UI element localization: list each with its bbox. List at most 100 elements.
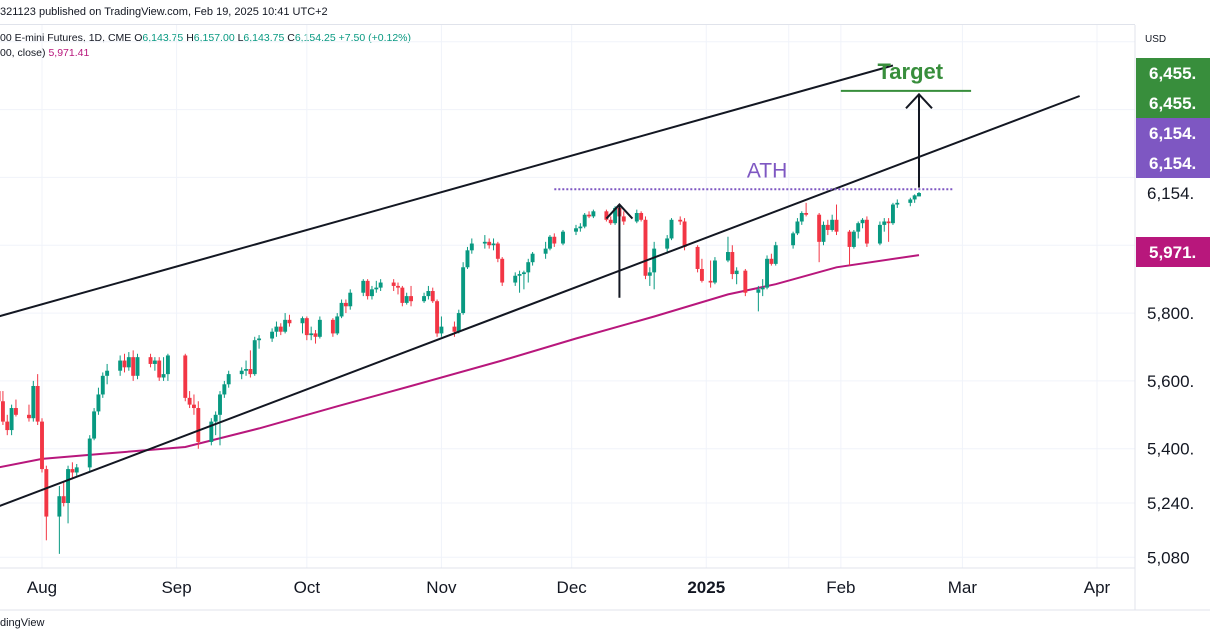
candle xyxy=(530,252,535,266)
candle-body xyxy=(765,258,769,288)
candle-body xyxy=(543,248,548,254)
candle-body xyxy=(647,272,652,276)
candle-body xyxy=(0,391,1,402)
candle xyxy=(526,258,531,283)
candle-body xyxy=(430,291,435,302)
candle-body xyxy=(343,302,348,307)
candle xyxy=(799,211,804,225)
candle-body xyxy=(552,236,557,244)
candle-body xyxy=(799,213,804,222)
candle-body xyxy=(756,289,761,293)
candle-body xyxy=(422,296,427,302)
ath-label: ATH xyxy=(747,159,787,182)
open-label: O xyxy=(134,32,143,44)
candle-body xyxy=(9,408,14,431)
candle-body xyxy=(860,219,865,224)
channel-lower-line[interactable] xyxy=(0,95,1080,507)
candle-body xyxy=(695,246,700,269)
candle-body xyxy=(726,252,730,261)
candle-body xyxy=(365,280,370,297)
candle-body xyxy=(348,292,353,307)
candle xyxy=(439,316,444,337)
candle-body xyxy=(587,214,591,217)
candle-body xyxy=(244,369,249,371)
candle xyxy=(765,255,769,290)
candle-body xyxy=(521,272,526,275)
candle xyxy=(348,289,353,310)
candle xyxy=(40,418,44,473)
candle xyxy=(517,270,522,293)
candle-body xyxy=(882,221,887,225)
candle-body xyxy=(530,253,535,263)
candle-body xyxy=(682,221,687,247)
candle xyxy=(304,316,309,341)
candle-body xyxy=(74,467,79,473)
candle-body xyxy=(70,469,75,473)
candle-body xyxy=(313,333,318,337)
candle-body xyxy=(218,394,222,415)
trend-channel[interactable] xyxy=(0,64,1080,507)
currency-label: USD xyxy=(1145,34,1166,45)
time-tick-label: Aug xyxy=(27,578,57,597)
candle-body xyxy=(561,231,565,244)
candle xyxy=(495,241,500,263)
price-badge-bg xyxy=(1136,58,1210,88)
candle-body xyxy=(465,250,470,268)
channel-upper-line[interactable] xyxy=(0,64,894,318)
candle-body xyxy=(469,243,474,251)
candle xyxy=(248,350,253,378)
candle-body xyxy=(856,223,861,232)
candle xyxy=(912,194,917,203)
candle xyxy=(465,246,470,269)
candle xyxy=(773,241,778,266)
publish-info: 321123 published on TradingView.com, Feb… xyxy=(0,6,328,18)
candle xyxy=(422,292,427,303)
candle-body xyxy=(257,338,262,341)
price-badge-label: 6,154. xyxy=(1149,154,1196,173)
candle xyxy=(152,357,157,371)
candle xyxy=(66,465,71,524)
candle-body xyxy=(61,496,66,503)
candle-body xyxy=(804,213,809,215)
candle xyxy=(313,330,318,344)
footer-brand: dingView xyxy=(0,617,45,629)
candle-body xyxy=(274,326,279,332)
candle xyxy=(643,216,648,280)
candle-body xyxy=(396,285,400,288)
candle-body xyxy=(830,219,835,230)
symbol-legend[interactable]: 00 E-mini Futures, 1D, CME O6,143.75 H6,… xyxy=(0,32,411,44)
candle-body xyxy=(165,355,170,375)
price-badge-bg xyxy=(1136,88,1210,118)
candle-body xyxy=(31,385,36,419)
ma-legend[interactable]: 00, close) 5,971.41 xyxy=(0,47,89,59)
candle xyxy=(877,221,882,246)
ma-label: 00, close) xyxy=(0,47,46,59)
candle xyxy=(157,357,162,381)
candle xyxy=(895,199,900,208)
candle xyxy=(712,257,717,285)
candle-body xyxy=(157,360,162,378)
candle xyxy=(652,241,657,290)
candle-body xyxy=(183,355,188,398)
candle-body xyxy=(300,318,305,324)
candle-body xyxy=(743,270,748,293)
candle xyxy=(218,391,222,446)
candle xyxy=(244,360,249,376)
candle-body xyxy=(608,219,613,224)
candle xyxy=(126,352,131,371)
candle xyxy=(825,219,830,236)
candle xyxy=(226,370,231,388)
low-value: 6,143.75 xyxy=(243,32,285,44)
annotations[interactable]: ATH Target xyxy=(554,59,972,298)
candle-body xyxy=(908,199,913,203)
target-arrow[interactable] xyxy=(905,92,933,188)
time-tick-label: Dec xyxy=(557,578,588,597)
candle xyxy=(183,353,188,402)
candle xyxy=(847,229,852,266)
candle xyxy=(148,353,153,368)
candle xyxy=(487,238,492,249)
measured-move-arrow[interactable] xyxy=(605,203,634,298)
candle xyxy=(491,238,496,251)
candle-body xyxy=(404,296,409,303)
